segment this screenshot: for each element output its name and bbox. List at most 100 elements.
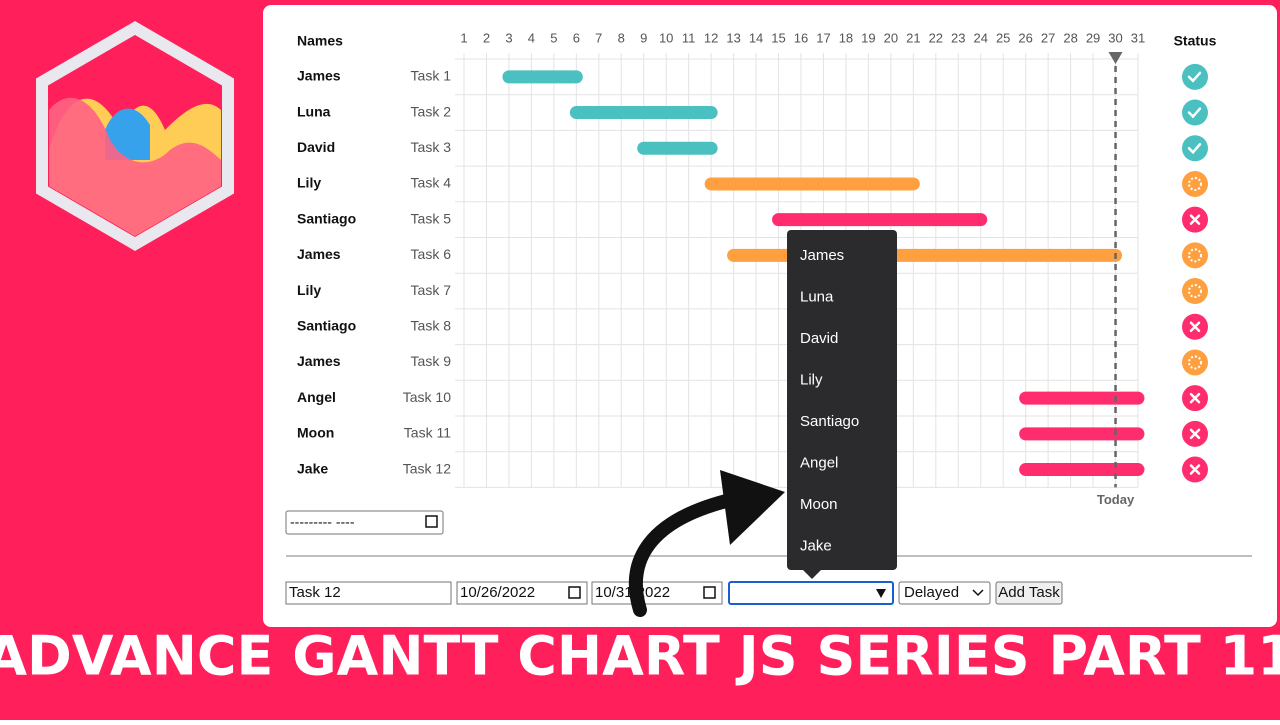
row-task: Task 10 <box>403 389 451 405</box>
dropdown-option[interactable]: Luna <box>800 288 834 305</box>
x-tick-label: 8 <box>618 30 625 45</box>
x-tick-label: 19 <box>861 30 875 45</box>
names-header: Names <box>297 33 343 49</box>
x-tick-label: 18 <box>839 30 853 45</box>
add-task-text: Add Task <box>998 584 1060 601</box>
x-tick-label: 3 <box>505 30 512 45</box>
status-icon <box>1182 170 1208 197</box>
x-tick-label: 17 <box>816 30 830 45</box>
arrow <box>629 493 737 617</box>
row-name: David <box>297 139 335 155</box>
x-tick-label: 31 <box>1131 30 1145 45</box>
cross <box>1189 428 1201 440</box>
check <box>1187 71 1202 83</box>
status-header: Status <box>1174 33 1217 49</box>
dropdown-option[interactable]: Santiago <box>800 413 859 430</box>
add-task-button[interactable]: Add Task <box>995 581 1063 605</box>
row-task: Task 8 <box>411 317 452 333</box>
x-tick-label: 7 <box>595 30 602 45</box>
dropdown-option[interactable]: Angel <box>800 454 838 471</box>
x-tick-label: 2 <box>483 30 490 45</box>
x-tick-label: 28 <box>1063 30 1077 45</box>
dropdown-option[interactable]: David <box>800 330 838 347</box>
row-name: Jake <box>297 460 328 476</box>
status-select[interactable]: Delayed <box>898 581 991 605</box>
today-marker <box>1108 52 1123 64</box>
x-tick-label: 23 <box>951 30 965 45</box>
name-select[interactable] <box>728 581 894 605</box>
row-name: Lily <box>297 175 321 191</box>
row-task: Task 11 <box>404 425 451 441</box>
status-select-text: Delayed <box>904 584 959 601</box>
banner-title: ADVANCE GANTT CHART JS SERIES PART 11 <box>0 625 1280 688</box>
status-icon <box>1182 456 1208 483</box>
row-task: Task 9 <box>411 353 452 369</box>
row-task: Task 2 <box>411 103 452 119</box>
x-tick-label: 20 <box>884 30 898 45</box>
row-task: Task 3 <box>411 139 452 155</box>
date-filter-text: --------- ---- <box>290 514 355 530</box>
start-date-input[interactable]: 10/26/2022 <box>456 581 588 605</box>
row-task: Task 4 <box>411 175 452 191</box>
x-tick-label: 15 <box>771 30 785 45</box>
row-name: Angel <box>297 389 336 405</box>
status-icon <box>1182 63 1208 90</box>
check <box>1187 143 1202 155</box>
spinner <box>1188 176 1202 191</box>
dropdown-option[interactable]: Jake <box>800 537 832 554</box>
x-tick-label: 1 <box>460 30 467 45</box>
row-name: James <box>297 68 341 84</box>
x-tick-label: 11 <box>682 30 696 45</box>
cross <box>1189 464 1201 475</box>
status-icon <box>1182 278 1208 305</box>
status-circle <box>1182 170 1208 197</box>
status-icon <box>1182 313 1208 340</box>
row-name: Luna <box>297 103 331 119</box>
x-tick-label: 5 <box>550 30 557 45</box>
cross <box>1189 214 1201 225</box>
x-tick-label: 14 <box>749 30 763 45</box>
row-name: Santiago <box>297 210 356 226</box>
row-name: Moon <box>297 425 334 441</box>
x-tick-label: 26 <box>1018 30 1032 45</box>
dropdown-option[interactable]: Lily <box>800 371 823 388</box>
cross <box>1189 392 1201 404</box>
x-tick-label: 27 <box>1041 30 1055 45</box>
status-icon <box>1182 135 1208 162</box>
status-circle <box>1182 278 1208 305</box>
status-icon <box>1182 420 1208 447</box>
row-name: Santiago <box>297 317 356 333</box>
row-task: Task 1 <box>411 68 452 84</box>
dropdown-option[interactable]: Moon <box>800 496 838 513</box>
x-tick-label: 25 <box>996 30 1010 45</box>
logo <box>36 21 234 251</box>
x-tick-label: 30 <box>1108 30 1122 45</box>
date-filter[interactable]: --------- ---- <box>285 510 444 535</box>
row-task: Task 6 <box>411 246 452 262</box>
x-tick-label: 29 <box>1086 30 1100 45</box>
today-label: Today <box>1097 492 1135 507</box>
task-input[interactable]: Task 12 <box>285 581 452 605</box>
row-name: Lily <box>297 282 321 298</box>
status-circle <box>1182 349 1208 376</box>
dropdown-option[interactable]: James <box>800 247 844 264</box>
task-input-text: Task 12 <box>289 584 341 601</box>
spinner <box>1188 248 1202 263</box>
x-tick-label: 9 <box>640 30 647 45</box>
x-tick-label: 6 <box>573 30 580 45</box>
cross <box>1189 321 1201 332</box>
x-tick-label: 10 <box>659 30 673 45</box>
end-date-input[interactable]: 10/31/2022 <box>591 581 723 605</box>
status-icon <box>1182 349 1208 376</box>
x-tick-label: 13 <box>726 30 740 45</box>
spinner <box>1188 355 1202 370</box>
x-tick-label: 24 <box>973 30 987 45</box>
start-date-text: 10/26/2022 <box>460 584 535 601</box>
status-icon <box>1182 385 1208 412</box>
check <box>1187 107 1202 119</box>
status-icon <box>1182 206 1208 233</box>
row-name: James <box>297 353 341 369</box>
spinner <box>1188 284 1202 299</box>
x-tick-label: 4 <box>528 30 535 45</box>
